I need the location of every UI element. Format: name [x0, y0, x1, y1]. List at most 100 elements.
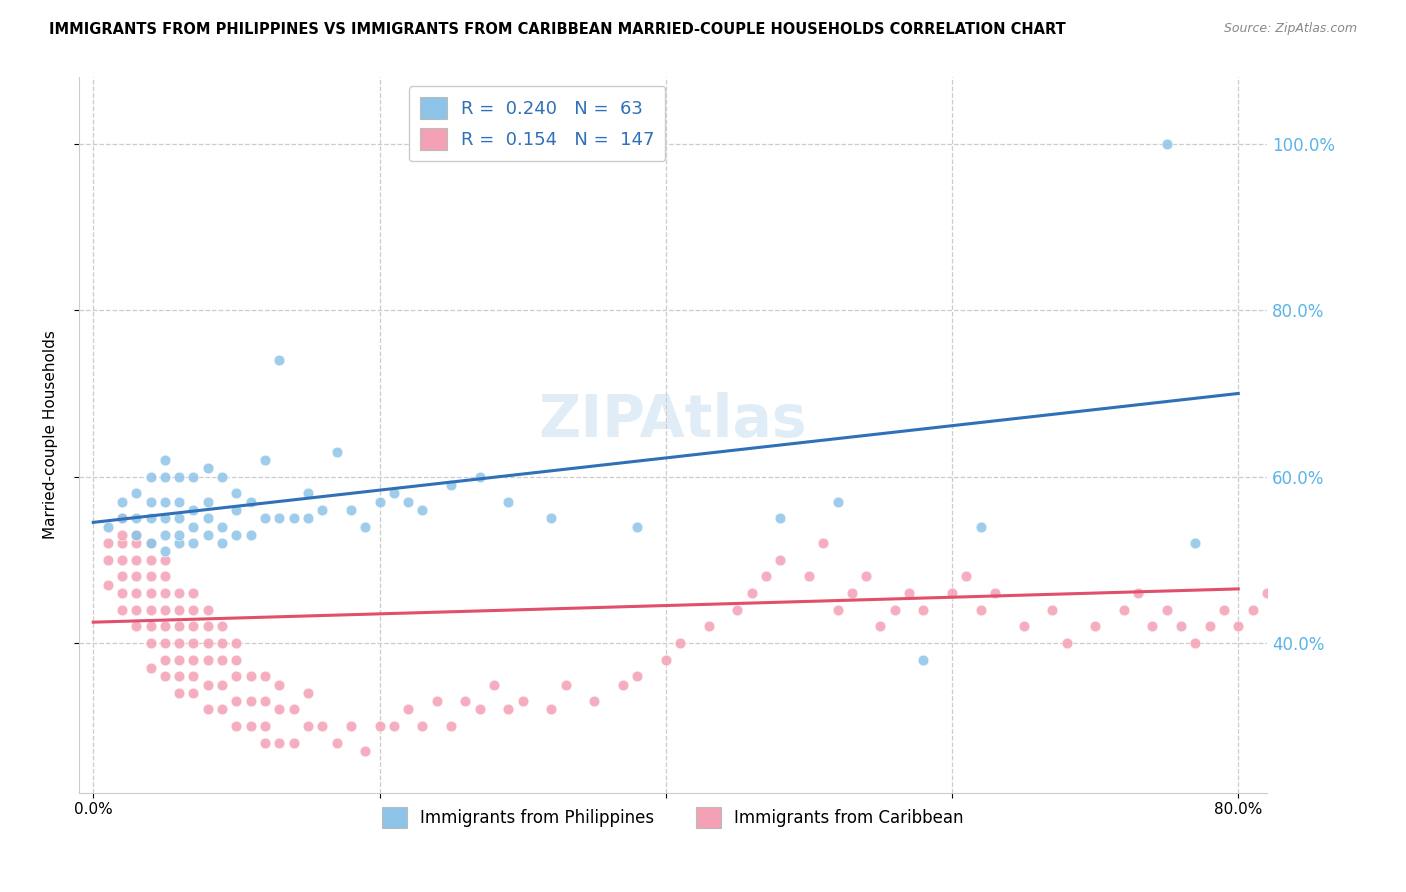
Point	[225, 636, 247, 650]
Point	[253, 694, 276, 708]
Point	[153, 636, 176, 650]
Point	[167, 528, 190, 542]
Point	[984, 586, 1007, 600]
Point	[97, 536, 120, 550]
Point	[1126, 586, 1149, 600]
Point	[197, 528, 219, 542]
Point	[125, 553, 148, 567]
Point	[440, 719, 463, 733]
Point	[153, 569, 176, 583]
Point	[297, 719, 319, 733]
Point	[583, 694, 606, 708]
Point	[239, 669, 262, 683]
Point	[97, 578, 120, 592]
Point	[1355, 619, 1378, 633]
Point	[1341, 603, 1364, 617]
Point	[97, 553, 120, 567]
Point	[340, 503, 363, 517]
Point	[827, 603, 849, 617]
Point	[325, 736, 347, 750]
Point	[612, 677, 634, 691]
Point	[153, 544, 176, 558]
Point	[368, 494, 391, 508]
Point	[111, 536, 134, 550]
Point	[139, 469, 162, 483]
Point	[1227, 619, 1250, 633]
Point	[239, 694, 262, 708]
Point	[139, 569, 162, 583]
Point	[841, 586, 863, 600]
Point	[225, 694, 247, 708]
Point	[139, 536, 162, 550]
Point	[411, 503, 433, 517]
Point	[769, 511, 792, 525]
Point	[741, 586, 763, 600]
Text: ZIPAtlas: ZIPAtlas	[538, 392, 807, 450]
Point	[183, 519, 205, 533]
Point	[211, 519, 233, 533]
Point	[111, 494, 134, 508]
Point	[969, 603, 991, 617]
Point	[941, 586, 963, 600]
Point	[283, 511, 305, 525]
Point	[1112, 603, 1135, 617]
Point	[167, 511, 190, 525]
Point	[454, 694, 477, 708]
Point	[139, 536, 162, 550]
Point	[1184, 636, 1206, 650]
Point	[125, 569, 148, 583]
Point	[725, 603, 748, 617]
Point	[325, 444, 347, 458]
Point	[411, 719, 433, 733]
Point	[239, 719, 262, 733]
Point	[382, 719, 405, 733]
Point	[253, 453, 276, 467]
Point	[167, 636, 190, 650]
Point	[153, 469, 176, 483]
Point	[111, 569, 134, 583]
Point	[97, 519, 120, 533]
Text: IMMIGRANTS FROM PHILIPPINES VS IMMIGRANTS FROM CARIBBEAN MARRIED-COUPLE HOUSEHOL: IMMIGRANTS FROM PHILIPPINES VS IMMIGRANT…	[49, 22, 1066, 37]
Point	[153, 652, 176, 666]
Point	[111, 553, 134, 567]
Point	[869, 619, 891, 633]
Point	[1313, 636, 1336, 650]
Point	[111, 603, 134, 617]
Point	[167, 603, 190, 617]
Point	[912, 603, 935, 617]
Point	[669, 636, 692, 650]
Point	[211, 636, 233, 650]
Point	[139, 661, 162, 675]
Point	[1270, 603, 1292, 617]
Point	[1327, 619, 1350, 633]
Point	[211, 652, 233, 666]
Point	[183, 469, 205, 483]
Point	[269, 677, 291, 691]
Point	[153, 511, 176, 525]
Point	[239, 528, 262, 542]
Point	[225, 719, 247, 733]
Point	[125, 528, 148, 542]
Point	[167, 686, 190, 700]
Point	[253, 719, 276, 733]
Point	[125, 486, 148, 500]
Point	[297, 486, 319, 500]
Y-axis label: Married-couple Households: Married-couple Households	[44, 331, 58, 540]
Point	[253, 736, 276, 750]
Point	[183, 536, 205, 550]
Point	[1142, 619, 1164, 633]
Point	[811, 536, 834, 550]
Point	[340, 719, 363, 733]
Point	[125, 511, 148, 525]
Point	[239, 494, 262, 508]
Text: Source: ZipAtlas.com: Source: ZipAtlas.com	[1223, 22, 1357, 36]
Point	[139, 603, 162, 617]
Point	[167, 469, 190, 483]
Point	[1385, 619, 1406, 633]
Point	[167, 536, 190, 550]
Point	[125, 603, 148, 617]
Point	[396, 702, 419, 716]
Point	[153, 494, 176, 508]
Point	[482, 677, 505, 691]
Point	[111, 511, 134, 525]
